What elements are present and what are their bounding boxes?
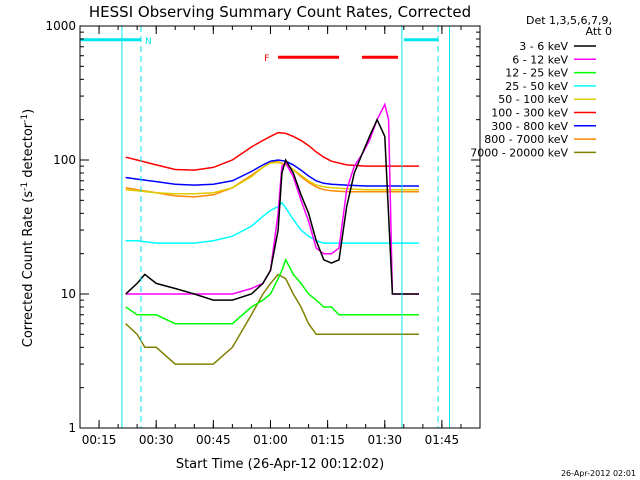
y-tick-label: 1000 xyxy=(45,19,76,33)
x-axis-label: Start Time (26-Apr-12 00:12:02) xyxy=(176,457,384,472)
y-tick-label: 10 xyxy=(61,287,76,301)
y-axis-label: Corrected Count Rate (s-1 detector-1) xyxy=(20,109,36,347)
series-line xyxy=(125,161,419,195)
plot-frame xyxy=(79,25,481,429)
y-axis-label-main: Corrected Count Rate (s xyxy=(21,191,36,348)
night-label: N xyxy=(145,37,152,47)
x-tick-label: 00:30 xyxy=(139,433,174,447)
flare-label: F xyxy=(264,54,269,64)
y-axis-label-sup2: -1 xyxy=(20,114,30,123)
legend-entry-label: 7000 - 20000 keV xyxy=(470,146,568,159)
y-axis-label-mid: detector xyxy=(21,122,36,182)
legend-title: Att 0 xyxy=(586,25,612,38)
series-line xyxy=(125,131,419,171)
legend-entry-label: 300 - 800 keV xyxy=(491,120,568,133)
legend-title: Det 1,3,5,6,7,9, xyxy=(526,14,612,27)
y-axis: 1 10 100 1000 xyxy=(45,19,480,435)
series-line xyxy=(125,273,419,365)
x-tick-label: 00:45 xyxy=(196,433,231,447)
plot-area: NF 00:15 00:30 00:45 01:00 01:15 01:30 01:45 1… xyxy=(45,19,481,447)
y-axis-label-sup1: -1 xyxy=(20,182,30,191)
legend-entry-label: 25 - 50 keV xyxy=(505,80,568,93)
y-tick-label: 100 xyxy=(53,153,76,167)
series-line xyxy=(125,201,419,244)
legend-entry-label: 3 - 6 keV xyxy=(519,40,568,53)
legend-entry-label: 6 - 12 keV xyxy=(512,53,568,66)
legend-entry-label: 12 - 25 keV xyxy=(505,67,568,80)
legend-entry-label: 100 - 300 keV xyxy=(491,107,568,120)
y-tick-label: 1 xyxy=(68,421,76,435)
x-tick-label: 00:15 xyxy=(82,433,117,447)
legend-entry-label: 800 - 7000 keV xyxy=(484,133,568,146)
legend-entry-label: 50 - 100 keV xyxy=(498,93,568,106)
y-axis-label-end: ) xyxy=(21,109,36,114)
x-tick-label: 01:30 xyxy=(367,433,402,447)
x-tick-label: 01:15 xyxy=(310,433,345,447)
series-line xyxy=(125,117,419,301)
x-axis: 00:15 00:30 00:45 01:00 01:15 01:30 01:45 xyxy=(82,26,462,447)
x-tick-label: 01:45 xyxy=(425,433,460,447)
chart-title: HESSI Observing Summary Count Rates, Cor… xyxy=(89,3,471,21)
series-layer xyxy=(125,102,419,365)
series-line xyxy=(125,102,419,295)
series-line xyxy=(125,257,419,325)
timestamp-footer: 26-Apr-2012 02:01 xyxy=(561,469,636,478)
x-tick-label: 01:00 xyxy=(253,433,288,447)
annotation-layer: NF xyxy=(80,26,451,428)
